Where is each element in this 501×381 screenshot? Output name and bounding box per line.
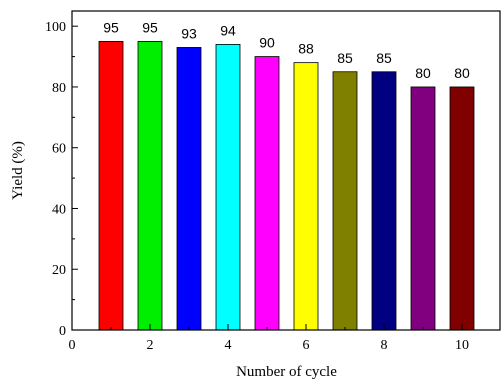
data-label-cycle-8: 85 xyxy=(376,50,392,66)
y-tick-label-100: 100 xyxy=(45,20,66,35)
y-tick-label-20: 20 xyxy=(52,263,66,278)
x-tick-label-2: 2 xyxy=(147,338,154,353)
data-label-cycle-7: 85 xyxy=(337,50,353,66)
y-axis-title: Yield (%) xyxy=(10,141,26,200)
bar-cycle-7 xyxy=(332,71,358,331)
data-label-cycle-4: 94 xyxy=(220,22,236,38)
bar-cycle-3 xyxy=(176,47,202,331)
x-tick-label-6: 6 xyxy=(303,338,310,353)
data-label-cycle-2: 95 xyxy=(142,19,158,35)
data-label-cycle-6: 88 xyxy=(298,41,314,57)
bar-cycle-5 xyxy=(254,56,280,331)
data-label-cycle-5: 90 xyxy=(259,35,275,51)
y-tick-label-0: 0 xyxy=(59,324,66,339)
y-tick-label-80: 80 xyxy=(52,81,66,96)
x-tick-label-4: 4 xyxy=(225,338,232,353)
bar-cycle-8 xyxy=(371,71,397,331)
y-tick-label-40: 40 xyxy=(52,202,66,217)
bar-cycle-10 xyxy=(449,86,475,331)
bar-cycle-2 xyxy=(137,40,163,331)
x-tick-label-10: 10 xyxy=(455,338,469,353)
bar-cycle-1 xyxy=(98,40,124,331)
x-tick-label-0: 0 xyxy=(69,338,76,353)
bar-cycle-6 xyxy=(293,62,319,331)
data-label-cycle-10: 80 xyxy=(454,65,470,81)
y-axis-ticks: 0 20 40 60 80 100 xyxy=(45,20,78,339)
data-labels-group: 95 95 93 94 90 88 85 85 80 80 xyxy=(103,19,470,81)
bar-cycle-9 xyxy=(410,86,436,331)
x-tick-label-8: 8 xyxy=(381,338,388,353)
bar-cycle-4 xyxy=(215,44,241,331)
data-label-cycle-1: 95 xyxy=(103,19,119,35)
x-axis-ticks: 0 2 4 6 8 10 xyxy=(69,324,469,353)
data-label-cycle-9: 80 xyxy=(415,65,431,81)
y-tick-label-60: 60 xyxy=(52,142,66,157)
x-axis-title: Number of cycle xyxy=(236,364,337,380)
plot-frame xyxy=(71,10,501,331)
data-label-cycle-3: 93 xyxy=(181,25,197,41)
bars-group xyxy=(98,40,475,331)
